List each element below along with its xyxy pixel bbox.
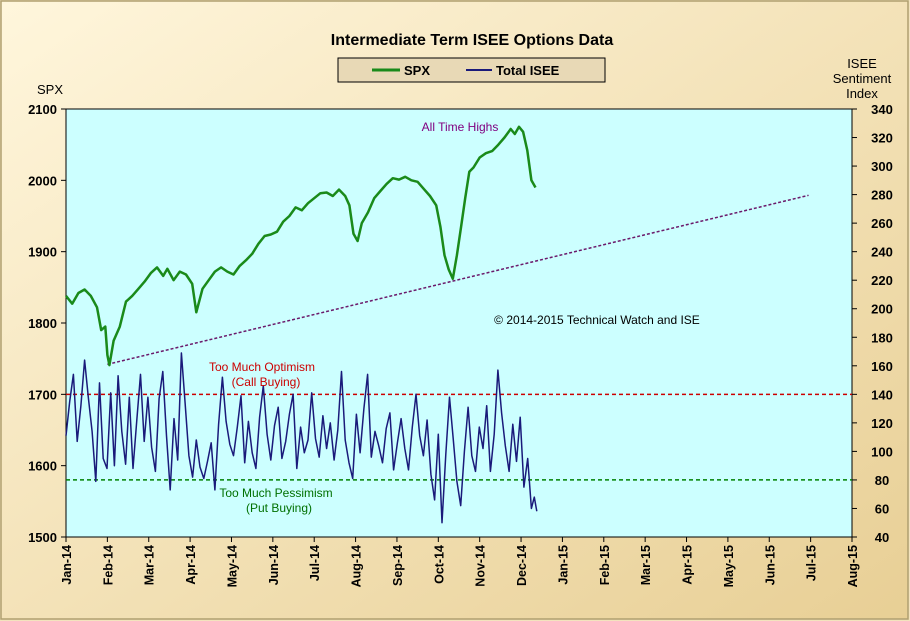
left-axis-tick-label: 2000: [28, 173, 57, 188]
x-axis-tick-label: Aug-14: [350, 545, 364, 587]
left-axis-tick-label: 1800: [28, 316, 57, 331]
left-axis-tick-label: 2100: [28, 102, 57, 117]
right-axis-tick-label: 300: [871, 159, 893, 174]
right-axis-tick-label: 180: [871, 330, 893, 345]
right-axis-label-line-3: Index: [846, 86, 878, 101]
right-axis-tick-label: 280: [871, 188, 893, 203]
left-axis-tick-label: 1700: [28, 387, 57, 402]
right-axis-tick-label: 160: [871, 359, 893, 374]
pessimism-label-line-2: (Put Buying): [246, 501, 312, 515]
x-axis-tick-label: Oct-14: [432, 545, 446, 584]
x-axis-tick-label: Apr-15: [681, 545, 695, 585]
plot-area: [65, 108, 853, 538]
annotation-copyright: © 2014-2015 Technical Watch and ISE: [494, 313, 700, 327]
x-axis-tick-label: Aug-15: [846, 545, 860, 587]
x-axis-tick-label: Feb-15: [598, 545, 612, 585]
reference-lines: [66, 393, 852, 481]
chart-title: Intermediate Term ISEE Options Data: [331, 32, 614, 49]
x-axis-tick-label: May-14: [225, 545, 239, 587]
x-axis-tick-label: Jul-14: [308, 545, 322, 581]
x-axis-tick-label: Jul-15: [805, 545, 819, 581]
legend: SPX Total ISEE: [337, 57, 606, 83]
left-axis-label: SPX: [37, 82, 63, 97]
annotation-all-time-highs: All Time Highs: [422, 120, 499, 134]
right-axis-tick-label: 140: [871, 387, 893, 402]
right-axis-tick-label: 260: [871, 216, 893, 231]
right-axis: 40 60 80 100 120 140 160 180 200 220 240 260 280 300 3…: [852, 102, 893, 545]
x-axis-tick-label: Dec-14: [515, 545, 529, 586]
legend-isee-label: Total ISEE: [496, 63, 560, 78]
right-axis-tick-label: 340: [871, 102, 893, 117]
x-axis-tick-label: Nov-14: [474, 545, 488, 587]
left-axis: 1500 1600 1700 1800 1900 2000 2100: [28, 102, 66, 545]
right-axis-label-line-1: ISEE: [847, 56, 877, 71]
optimism-label-line-1: Too Much Optimism: [209, 360, 315, 374]
x-axis-tick-label: May-15: [722, 545, 736, 587]
right-axis-tick-label: 40: [875, 530, 889, 545]
right-axis-tick-label: 200: [871, 302, 893, 317]
pessimism-label-line-1: Too Much Pessimism: [219, 486, 332, 500]
x-axis-tick-label: Jun-14: [267, 545, 281, 585]
right-axis-tick-label: 120: [871, 416, 893, 431]
isee-line: [65, 352, 538, 524]
x-axis: Jan-14 Feb-14 Mar-14 Apr-14 May-14 Jun-14 Jul-…: [60, 537, 860, 587]
x-axis-tick-label: Sep-14: [391, 545, 405, 586]
right-axis-tick-label: 80: [875, 473, 889, 488]
right-axis-tick-label: 320: [871, 131, 893, 146]
x-axis-tick-label: Jun-15: [763, 545, 777, 585]
right-axis-tick-label: 220: [871, 273, 893, 288]
support-trend-line: [107, 194, 809, 366]
right-axis-tick-label: 100: [871, 444, 893, 459]
x-axis-tick-label: Mar-15: [639, 545, 653, 585]
left-axis-tick-label: 1600: [28, 459, 57, 474]
left-axis-tick-label: 1500: [28, 530, 57, 545]
x-axis-tick-label: Mar-14: [143, 545, 157, 585]
right-axis-label-line-2: Sentiment: [833, 71, 892, 86]
left-axis-tick-label: 1900: [28, 245, 57, 260]
right-axis-tick-label: 240: [871, 245, 893, 260]
x-axis-tick-label: Apr-14: [184, 545, 198, 585]
optimism-label-line-2: (Call Buying): [232, 375, 301, 389]
legend-spx-label: SPX: [404, 63, 430, 78]
trend-line: [107, 194, 809, 366]
series-lines: [65, 125, 538, 524]
right-axis-tick-label: 60: [875, 501, 889, 516]
x-axis-tick-label: Feb-14: [101, 545, 115, 585]
spx-line: [65, 125, 537, 367]
x-axis-tick-label: Jan-15: [556, 545, 570, 585]
x-axis-tick-label: Jan-14: [60, 545, 74, 585]
